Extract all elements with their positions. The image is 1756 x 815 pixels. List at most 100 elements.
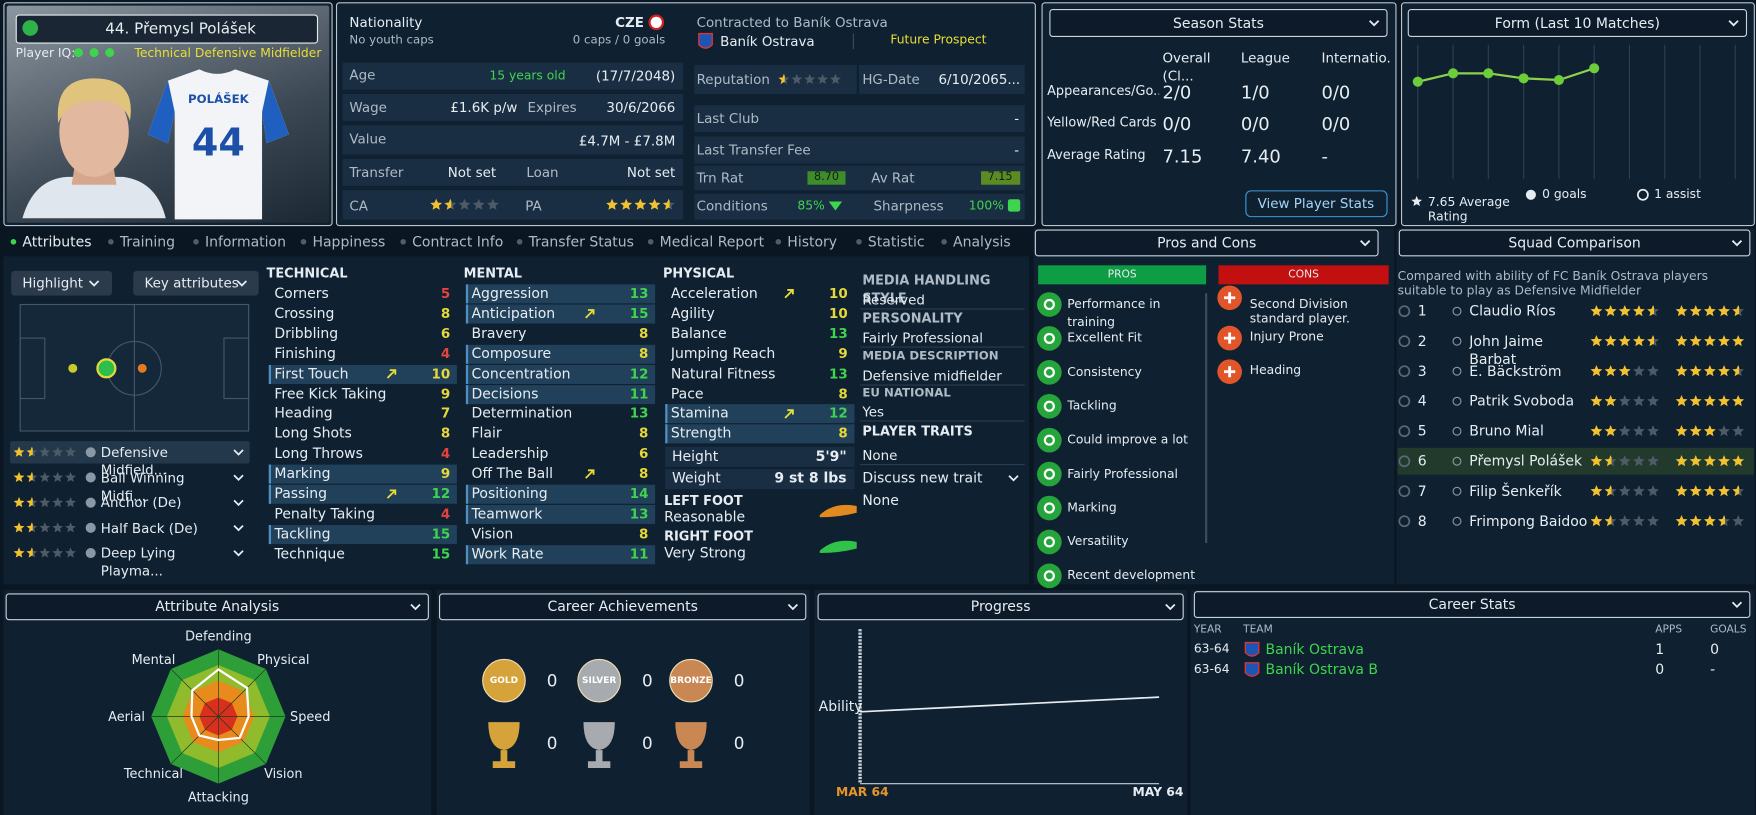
tab[interactable]: Transfer Status <box>528 232 634 250</box>
title-bar[interactable] <box>1049 8 1388 37</box>
tab[interactable]: Contract Info <box>412 232 504 250</box>
label: Contracted to Baník Ostrava <box>696 14 888 31</box>
star-empty <box>830 73 841 84</box>
label: £1.6K p/w <box>450 99 518 116</box>
media-value: Defensive midfielder <box>862 368 1002 384</box>
label: Transfer <box>349 164 404 181</box>
tab[interactable]: Attributes <box>22 232 92 250</box>
tab[interactable]: Statistic <box>867 232 925 250</box>
label: 85% <box>797 198 825 213</box>
radar-axis <box>170 716 219 765</box>
tab[interactable]: History <box>787 232 838 250</box>
attribute-name: Off The Ball <box>471 464 554 482</box>
tab[interactable]: Information <box>204 232 286 250</box>
star-empty <box>1633 485 1645 497</box>
star-fill <box>1675 425 1716 437</box>
star-empty <box>1647 425 1659 437</box>
role-name[interactable]: Ball Winning Midfi... <box>100 469 185 504</box>
panel <box>1041 2 1397 227</box>
label: Value <box>349 130 387 147</box>
attribute-name: Stamina <box>670 404 729 422</box>
label: Loan <box>526 164 559 181</box>
attribute-name: Dribbling <box>274 324 339 342</box>
rising-arrow <box>784 409 794 419</box>
medal <box>482 658 526 703</box>
form-point <box>1553 75 1564 86</box>
chevron-icon <box>787 603 799 611</box>
trophy <box>488 722 520 768</box>
star-rating <box>1675 335 1745 347</box>
tab[interactable]: Analysis <box>953 232 1011 250</box>
star-fill <box>1590 335 1655 347</box>
star-fill <box>1590 365 1631 377</box>
view-stats-button[interactable] <box>1245 190 1388 218</box>
title-bar[interactable] <box>439 593 807 621</box>
tab[interactable]: Medical Report <box>659 232 765 250</box>
attribute-value: 9 <box>440 465 451 482</box>
star-rating <box>606 198 675 210</box>
star-empty <box>39 471 51 482</box>
title-bar[interactable] <box>1398 229 1751 257</box>
attribute-value: 11 <box>629 385 649 402</box>
star-full <box>1718 305 1730 317</box>
button-label[interactable]: Key attributes <box>144 275 239 292</box>
pros-header-label: PROS <box>1107 268 1137 281</box>
star-full <box>1604 425 1617 437</box>
star-full <box>1675 455 1688 467</box>
label: CZE <box>615 14 644 31</box>
star-rating <box>1675 365 1745 377</box>
trophy-count: 0 <box>546 734 558 753</box>
label: 7.65 Average Rating <box>1427 194 1510 224</box>
attribute-name: Decisions <box>471 384 539 402</box>
discuss-trait[interactable]: Discuss new trait <box>862 469 983 486</box>
player-name: Filip Šenkeřík <box>1469 482 1562 500</box>
star-empty <box>804 73 816 84</box>
tab-dot <box>400 239 406 245</box>
title-bar[interactable] <box>1034 229 1379 257</box>
attribute-value: 8 <box>639 465 649 482</box>
left-boot <box>819 504 857 518</box>
attribute-value: 5 <box>440 285 451 302</box>
info-row <box>694 105 1025 133</box>
attribute-name: Penalty Taking <box>274 504 376 522</box>
button-label[interactable]: View Player Stats <box>1257 195 1375 212</box>
player-name: Frimpong Baidoo <box>1469 512 1588 530</box>
button-label[interactable]: Highlight <box>22 275 84 292</box>
role-name[interactable]: Defensive Midfield... <box>100 444 168 479</box>
title-bar[interactable] <box>1193 591 1751 618</box>
column-header: Internatio... <box>1321 50 1391 67</box>
tab[interactable]: Happiness <box>312 232 386 250</box>
title-bar[interactable] <box>5 593 429 621</box>
pro-icon-mark <box>1043 298 1055 311</box>
attribute-value: 8 <box>639 425 649 442</box>
key-attributes-button[interactable] <box>133 270 259 296</box>
label: Height <box>671 447 719 465</box>
star-full <box>648 198 661 210</box>
key-attribute-row <box>465 344 656 364</box>
role-name[interactable]: Deep Lying Playma... <box>100 545 176 579</box>
role-name[interactable]: Anchor (De) <box>100 494 182 511</box>
label: Baník Ostrava <box>720 33 815 50</box>
info-icon <box>85 497 96 508</box>
cell: 0 <box>1710 640 1719 658</box>
star-full <box>1590 515 1603 527</box>
label: 8.70 <box>814 171 839 184</box>
star-full <box>1604 395 1617 407</box>
title-bar[interactable] <box>817 593 1184 621</box>
key-attribute-row <box>665 404 855 424</box>
star-rating <box>13 497 76 508</box>
star-full <box>1590 365 1603 377</box>
attribute-name: Long Shots <box>274 424 352 442</box>
role-name[interactable]: Half Back (De) <box>100 520 198 536</box>
iq-dot <box>105 48 115 58</box>
info-row <box>694 165 1025 191</box>
radar-axis-label: Physical <box>257 651 310 668</box>
star-full <box>1718 335 1730 347</box>
attribute-value: 13 <box>629 405 649 422</box>
role-row[interactable] <box>10 441 250 464</box>
tab[interactable]: Training <box>119 232 176 250</box>
star-full <box>1604 335 1617 347</box>
radar-axis-label: Technical <box>123 765 184 782</box>
title-bar[interactable] <box>1407 8 1748 37</box>
pro-icon <box>1037 360 1062 385</box>
